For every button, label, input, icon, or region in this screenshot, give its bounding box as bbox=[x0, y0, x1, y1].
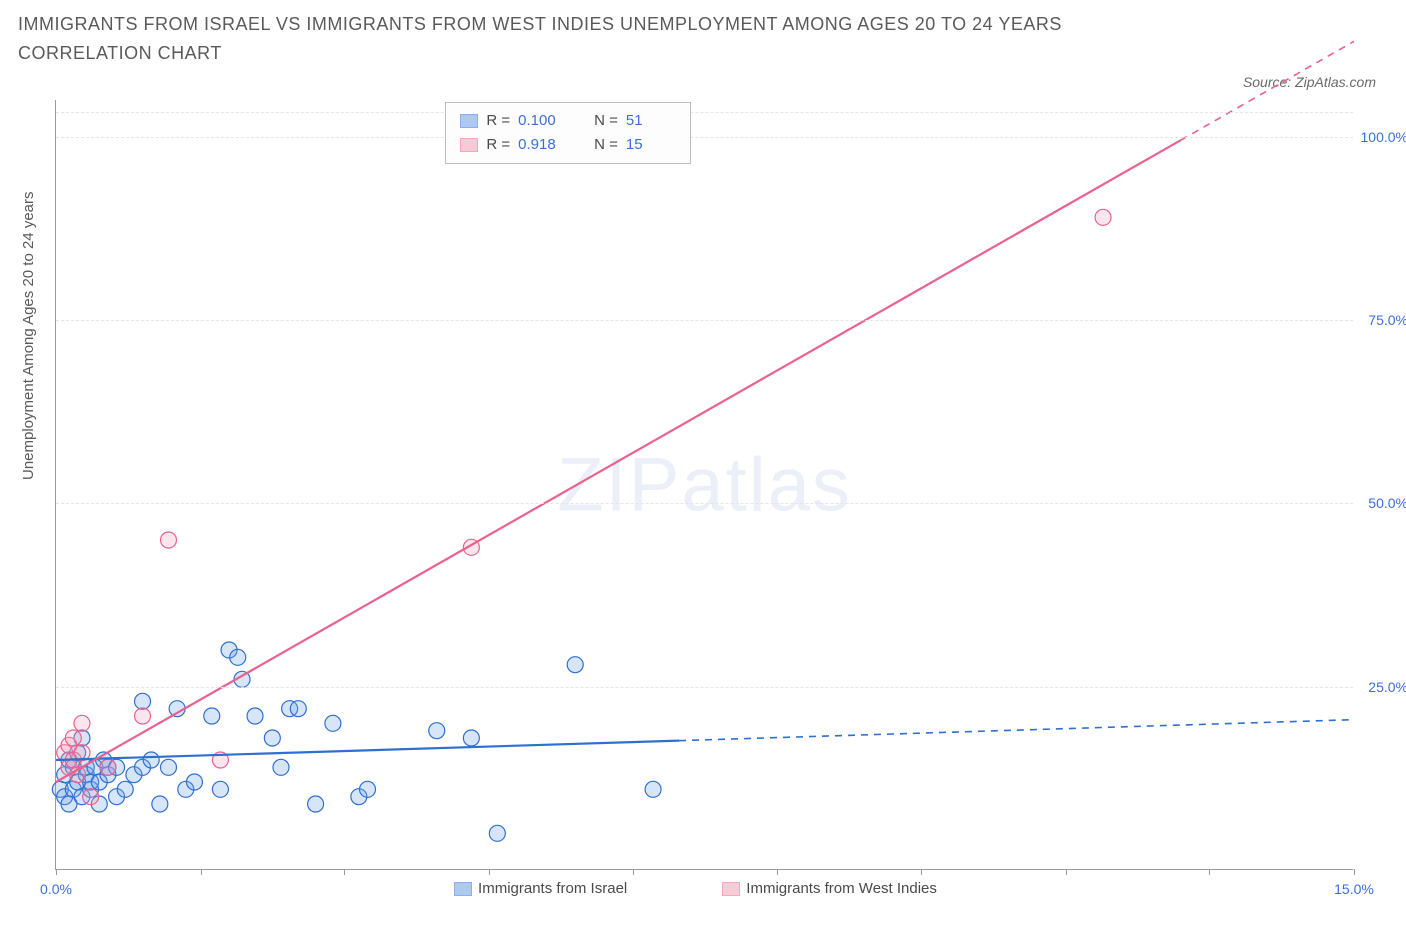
scatter-point bbox=[74, 715, 90, 731]
trend-line bbox=[56, 741, 679, 760]
scatter-point bbox=[160, 759, 176, 775]
scatter-point bbox=[463, 730, 479, 746]
trend-line-extrapolated bbox=[679, 720, 1354, 741]
scatter-point bbox=[65, 730, 81, 746]
y-tick-label: 50.0% bbox=[1368, 495, 1406, 511]
x-tick-mark bbox=[56, 869, 57, 875]
x-tick-mark bbox=[489, 869, 490, 875]
x-tick-mark bbox=[344, 869, 345, 875]
r-value: 0.100 bbox=[518, 109, 568, 133]
gridline bbox=[56, 320, 1353, 321]
x-tick-mark bbox=[201, 869, 202, 875]
x-tick-mark bbox=[633, 869, 634, 875]
x-tick-mark bbox=[1354, 869, 1355, 875]
scatter-point bbox=[247, 708, 263, 724]
legend-swatch bbox=[460, 138, 478, 152]
legend-swatch bbox=[460, 114, 478, 128]
scatter-point bbox=[230, 649, 246, 665]
series-legend-item: Immigrants from Israel bbox=[454, 880, 627, 897]
stats-legend-row: R = 0.918 N = 15 bbox=[460, 133, 676, 157]
scatter-point bbox=[160, 532, 176, 548]
n-value: 51 bbox=[626, 109, 676, 133]
scatter-point bbox=[325, 715, 341, 731]
scatter-point bbox=[290, 701, 306, 717]
x-tick-mark bbox=[777, 869, 778, 875]
legend-swatch bbox=[722, 882, 740, 896]
r-label: R = bbox=[486, 109, 510, 133]
y-axis-label: Unemployment Among Ages 20 to 24 years bbox=[20, 191, 37, 480]
scatter-point bbox=[152, 796, 168, 812]
n-label: N = bbox=[594, 109, 618, 133]
scatter-point bbox=[489, 825, 505, 841]
gridline bbox=[56, 112, 1353, 113]
scatter-point bbox=[360, 781, 376, 797]
plot-svg bbox=[56, 100, 1353, 869]
source-attribution: Source: ZipAtlas.com bbox=[1243, 74, 1376, 90]
scatter-point bbox=[212, 781, 228, 797]
y-tick-label: 75.0% bbox=[1368, 312, 1406, 328]
scatter-point bbox=[264, 730, 280, 746]
x-tick-mark bbox=[1209, 869, 1210, 875]
stats-legend: R = 0.100 N = 51 R = 0.918 N = 15 bbox=[445, 102, 691, 164]
x-tick-mark bbox=[921, 869, 922, 875]
trend-line-extrapolated bbox=[1181, 41, 1354, 140]
stats-legend-row: R = 0.100 N = 51 bbox=[460, 109, 676, 133]
scatter-point bbox=[117, 781, 133, 797]
scatter-point bbox=[204, 708, 220, 724]
r-label: R = bbox=[486, 133, 510, 157]
scatter-point bbox=[135, 708, 151, 724]
legend-label: Immigrants from Israel bbox=[478, 880, 627, 897]
legend-swatch bbox=[454, 882, 472, 896]
scatter-point bbox=[135, 693, 151, 709]
chart-title: IMMIGRANTS FROM ISRAEL VS IMMIGRANTS FRO… bbox=[18, 10, 1118, 68]
n-label: N = bbox=[594, 133, 618, 157]
legend-label: Immigrants from West Indies bbox=[746, 880, 937, 897]
n-value: 15 bbox=[626, 133, 676, 157]
scatter-point bbox=[1095, 209, 1111, 225]
gridline bbox=[56, 137, 1353, 138]
r-value: 0.918 bbox=[518, 133, 568, 157]
scatter-point bbox=[83, 789, 99, 805]
scatter-point bbox=[273, 759, 289, 775]
gridline bbox=[56, 687, 1353, 688]
gridline bbox=[56, 503, 1353, 504]
x-tick-label: 15.0% bbox=[1334, 881, 1374, 897]
scatter-point bbox=[429, 723, 445, 739]
scatter-point bbox=[143, 752, 159, 768]
x-tick-mark bbox=[1066, 869, 1067, 875]
scatter-point bbox=[186, 774, 202, 790]
scatter-point bbox=[645, 781, 661, 797]
y-tick-label: 25.0% bbox=[1368, 679, 1406, 695]
series-legend-item: Immigrants from West Indies bbox=[722, 880, 937, 897]
scatter-point bbox=[567, 657, 583, 673]
scatter-point bbox=[308, 796, 324, 812]
y-tick-label: 100.0% bbox=[1361, 129, 1406, 145]
plot-area: ZIPatlas 25.0%50.0%75.0%100.0%0.0%15.0%R… bbox=[55, 100, 1353, 870]
x-tick-label: 0.0% bbox=[40, 881, 72, 897]
scatter-point bbox=[100, 759, 116, 775]
